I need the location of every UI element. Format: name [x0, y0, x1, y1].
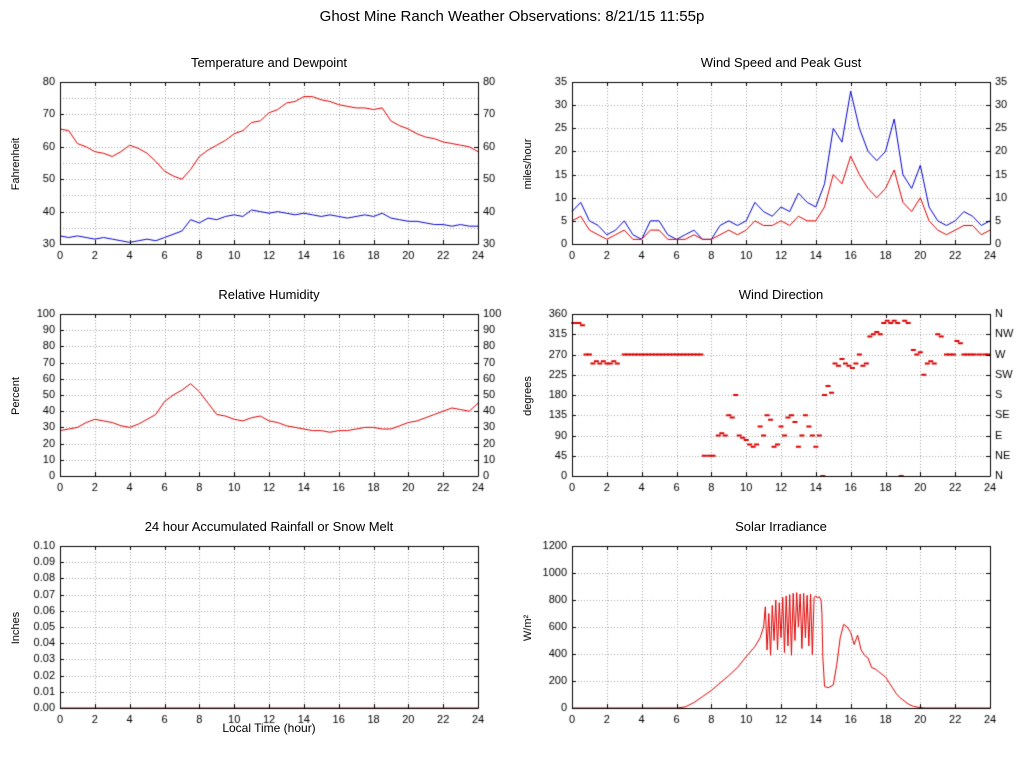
chart-title-wind-speed-gust: Wind Speed and Peak Gust — [700, 55, 862, 70]
chart-title-wind-direction: Wind Direction — [738, 287, 824, 302]
y-axis-label-miles-hour: miles/hour — [522, 138, 534, 190]
y-axis-label-percent: Percent — [10, 377, 22, 415]
chart-title-relative-humidity: Relative Humidity — [218, 287, 320, 302]
x-axis-label-local-time: Local Time (hour) — [222, 721, 316, 735]
chart-temperature-dewpoint: Temperature and Dewpoint Fahrenheit — [0, 52, 512, 276]
chart-title-rainfall: 24 hour Accumulated Rainfall or Snow Mel… — [144, 519, 394, 534]
y-axis-label-fahrenheit: Fahrenheit — [10, 137, 22, 191]
chart-title-solar-irradiance: Solar Irradiance — [735, 519, 827, 534]
y-axis-label-inches: Inches — [10, 611, 22, 645]
chart-wind-speed-gust: Wind Speed and Peak Gust miles/hour — [512, 52, 1024, 276]
chart-relative-humidity: Relative Humidity Percent — [0, 284, 512, 508]
wind-speed-gust-plot — [512, 74, 1024, 274]
page-title: Ghost Mine Ranch Weather Observations: 8… — [319, 8, 705, 25]
temperature-dewpoint-plot — [0, 74, 512, 274]
y-axis-label-degrees: degrees — [522, 376, 534, 416]
wind-direction-plot — [512, 306, 1024, 506]
solar-irradiance-plot — [512, 538, 1024, 738]
chart-rainfall: 24 hour Accumulated Rainfall or Snow Mel… — [0, 516, 512, 740]
y-axis-label-w-m2: W/m² — [522, 614, 534, 642]
relative-humidity-plot — [0, 306, 512, 506]
chart-title-temperature-dewpoint: Temperature and Dewpoint — [190, 55, 348, 70]
rainfall-plot — [0, 538, 512, 738]
chart-solar-irradiance: Solar Irradiance W/m² — [512, 516, 1024, 740]
chart-wind-direction: Wind Direction degrees — [512, 284, 1024, 508]
